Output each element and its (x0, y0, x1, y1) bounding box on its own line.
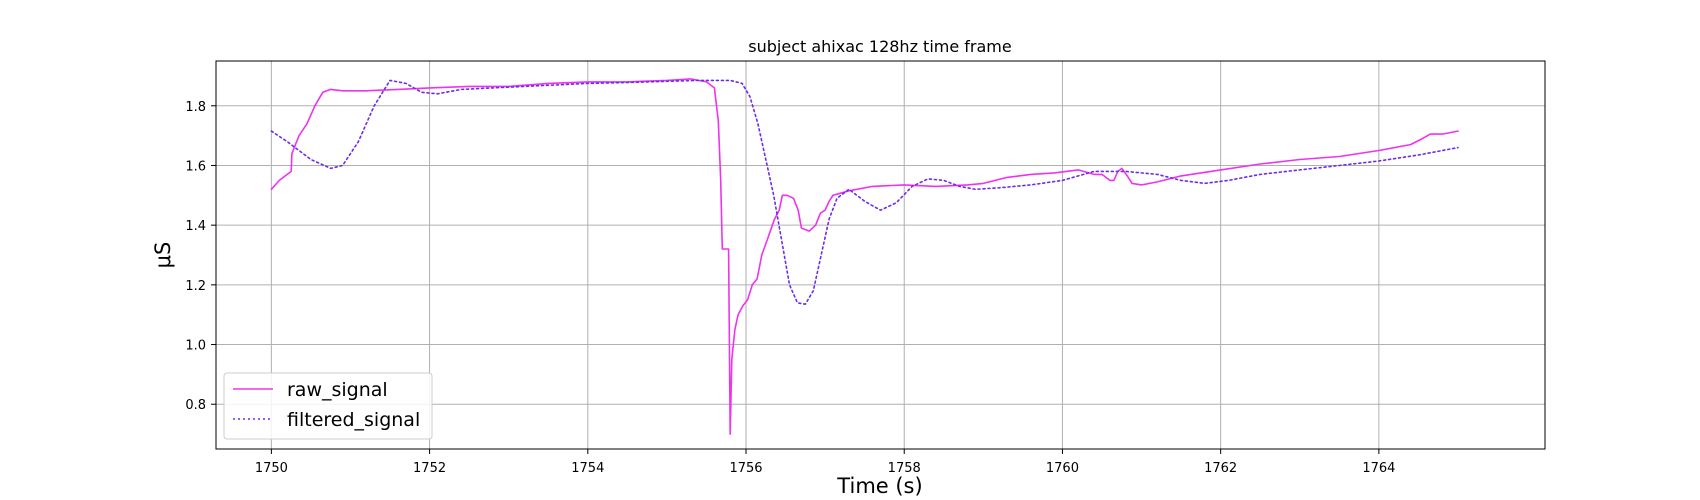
plot-area-frame (215, 60, 1546, 450)
x-tick-label: 1752 (413, 461, 446, 476)
y-tick-label: 1.6 (185, 159, 206, 174)
legend-label-filtered-signal: filtered_signal (287, 409, 420, 431)
y-tick-label: 1.0 (185, 339, 206, 354)
series-layer (270, 78, 1459, 435)
x-tick-label: 1762 (1204, 461, 1237, 476)
y-tick-label: 1.2 (185, 279, 206, 294)
legend-box (223, 372, 433, 440)
series-line-filtered-signal (270, 79, 1459, 306)
y-tick-label: 1.4 (185, 219, 206, 234)
legend-label-raw-signal: raw_signal (287, 379, 388, 401)
x-tick-label: 1750 (255, 461, 288, 476)
chart-title: subject ahixac 128hz time frame (748, 37, 1011, 56)
grid-layer (216, 61, 1545, 449)
tick-layer: 1750 1752 1754 1756 1758 1760 1762 1764 0.8 1.0 1.… (185, 100, 1395, 476)
y-tick-label: 1.8 (185, 100, 206, 115)
x-axis-title: Time (s) (836, 474, 922, 498)
y-axis-title: μS (151, 242, 175, 269)
series-line-raw-signal (270, 78, 1459, 435)
x-tick-label: 1764 (1362, 461, 1395, 476)
legend: raw_signal filtered_signal (223, 372, 433, 440)
y-tick-label: 0.8 (185, 398, 206, 413)
x-tick-label: 1756 (729, 461, 762, 476)
x-tick-label: 1754 (571, 461, 604, 476)
x-tick-label: 1758 (888, 461, 921, 476)
x-tick-label: 1760 (1046, 461, 1079, 476)
